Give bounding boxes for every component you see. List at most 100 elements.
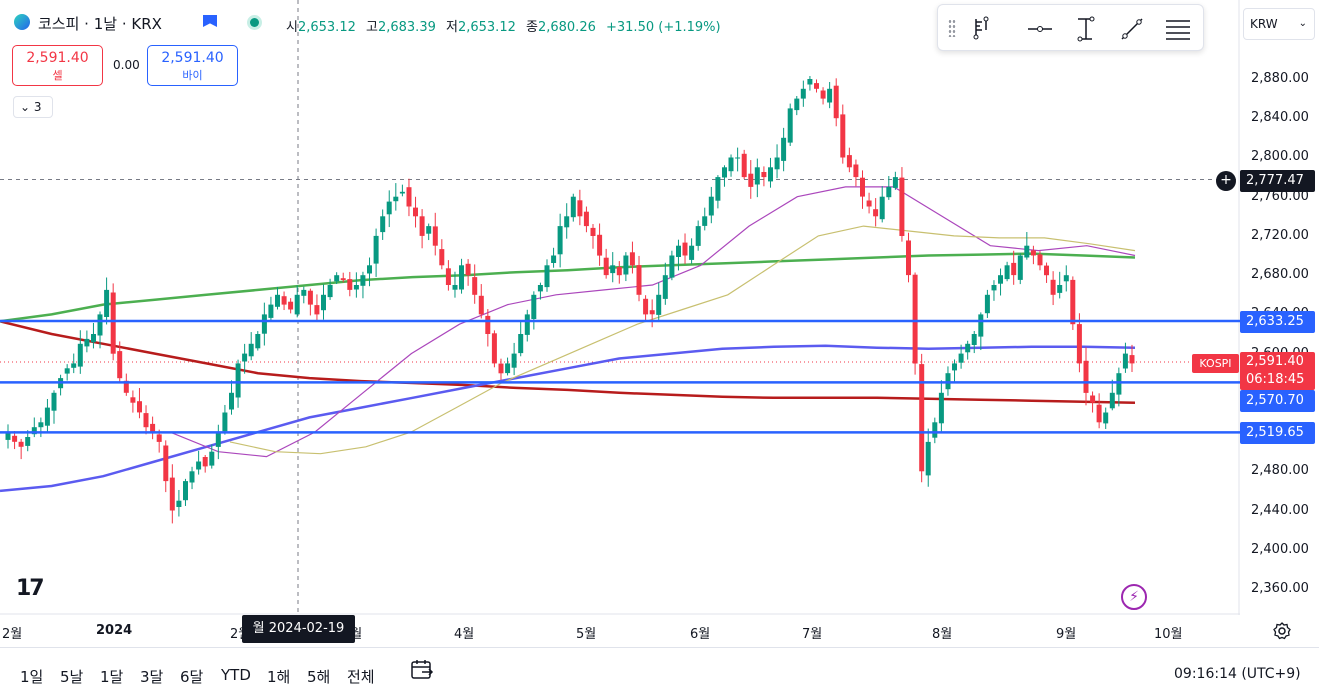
candle-body (169, 477, 175, 511)
clock[interactable]: 09:16:14 (UTC+9) (1174, 666, 1301, 682)
candle-body (991, 285, 997, 291)
candle-body (1103, 412, 1109, 424)
candle-body (432, 226, 438, 246)
buy-label: 바이 (182, 69, 203, 82)
hline-tag-3: 2,519.65 (1240, 422, 1315, 444)
symbol-logo-icon (14, 14, 30, 30)
crosshair-date-tag: 월 2024-02-19 (242, 615, 355, 643)
candle-body (64, 368, 70, 374)
candle-body (728, 157, 734, 172)
candle-body (1109, 392, 1115, 409)
moving-average-line (0, 344, 1136, 493)
candle-body (669, 255, 675, 278)
price-axis-label: 2,440.00 (1251, 502, 1309, 518)
candle-body (261, 314, 267, 334)
candle-body (853, 164, 859, 178)
settings-gear-icon[interactable] (1272, 621, 1292, 641)
parallel-channel-icon[interactable] (1164, 15, 1192, 43)
range-3m-button[interactable]: 3달 (140, 668, 164, 686)
ohlc-low-key: 저 (446, 20, 458, 35)
price-chart[interactable] (0, 0, 1240, 615)
candle-body (176, 500, 182, 507)
candle-body (123, 380, 129, 393)
price-axis-label: 2,680.00 (1251, 267, 1309, 283)
bolt-icon[interactable]: ⚡ (1121, 584, 1147, 610)
candle-body (952, 363, 957, 371)
candle-body (892, 177, 898, 188)
candle-body (340, 278, 346, 280)
trend-line-icon[interactable] (1118, 15, 1146, 43)
candle-body (866, 200, 872, 207)
candle-body (229, 392, 234, 410)
symbol-tag: KOSPI (1192, 354, 1239, 373)
time-label: 8월 (932, 627, 953, 642)
price-axis-label: 2,480.00 (1251, 463, 1309, 479)
candle-body (794, 98, 800, 111)
currency-value: KRW (1250, 17, 1278, 31)
candle-body (1044, 265, 1049, 276)
candle-body (334, 275, 340, 282)
candle-body (603, 257, 609, 276)
candle-body (787, 108, 793, 143)
last-price: 2,591.40 (1246, 354, 1304, 369)
range-5y-button[interactable]: 5해 (307, 668, 331, 686)
candle-body (1017, 255, 1023, 280)
fib-tool-icon[interactable] (968, 15, 996, 43)
candle-body (722, 167, 727, 178)
currency-select[interactable]: KRW ⌄ (1243, 8, 1315, 40)
candle-body (38, 422, 44, 428)
price-axis-label: 2,800.00 (1251, 149, 1309, 165)
ohlc-high-key: 고 (366, 20, 378, 35)
range-6m-button[interactable]: 6달 (180, 668, 204, 686)
hline-tag-1: 2,633.25 (1240, 311, 1315, 333)
candle-body (676, 245, 681, 257)
tradingview-logo-icon[interactable]: 17 (16, 576, 45, 601)
candle-body (386, 201, 392, 215)
candle-body (807, 79, 813, 85)
candle-body (327, 285, 333, 298)
candle-body (117, 351, 123, 379)
candle-body (524, 314, 530, 335)
candle-body (544, 265, 550, 288)
range-1m-button[interactable]: 1달 (100, 668, 124, 686)
range-all-button[interactable]: 전체 (347, 668, 375, 686)
candle-body (761, 172, 767, 178)
candle-body (1122, 353, 1128, 369)
candle-body (938, 392, 944, 424)
candle-body (163, 445, 169, 482)
indicator-toggle[interactable]: ⌄ 3 (13, 96, 53, 118)
candle-body (965, 343, 971, 353)
candle-body (814, 83, 819, 89)
candle-body (380, 216, 386, 233)
candle-body (1129, 355, 1135, 364)
candle-body (209, 451, 215, 466)
horizontal-ray-icon[interactable] (1026, 15, 1054, 43)
candle-body (452, 285, 458, 290)
range-ytd-button[interactable]: YTD (221, 666, 251, 684)
symbol-title[interactable]: 코스피 · 1날 · KRX (38, 15, 162, 33)
candle-body (932, 422, 938, 438)
candle-body (846, 155, 852, 168)
flag-icon[interactable] (203, 15, 217, 27)
candle-body (623, 255, 629, 275)
candle-body (491, 333, 497, 364)
range-5d-button[interactable]: 5날 (60, 668, 84, 686)
range-1y-button[interactable]: 1해 (267, 668, 291, 686)
change-value: +31.50 (+1.19%) (606, 20, 721, 35)
candle-body (886, 186, 892, 198)
candle-body (353, 285, 359, 290)
range-1d-button[interactable]: 1일 (20, 668, 44, 686)
candle-body (143, 413, 149, 428)
candle-body (419, 216, 425, 236)
vertical-line-icon[interactable] (1072, 15, 1100, 43)
candle-body (906, 240, 911, 276)
add-alert-icon[interactable]: + (1216, 171, 1236, 191)
calendar-goto-icon[interactable] (410, 658, 434, 682)
sell-button[interactable]: 2,591.40 셀 (12, 45, 103, 86)
candle-body (44, 407, 50, 426)
moving-average-line (0, 320, 1136, 404)
drag-handle-icon[interactable] (948, 19, 956, 37)
candle-body (472, 277, 478, 295)
candle-body (570, 196, 576, 218)
buy-button[interactable]: 2,591.40 바이 (147, 45, 238, 86)
